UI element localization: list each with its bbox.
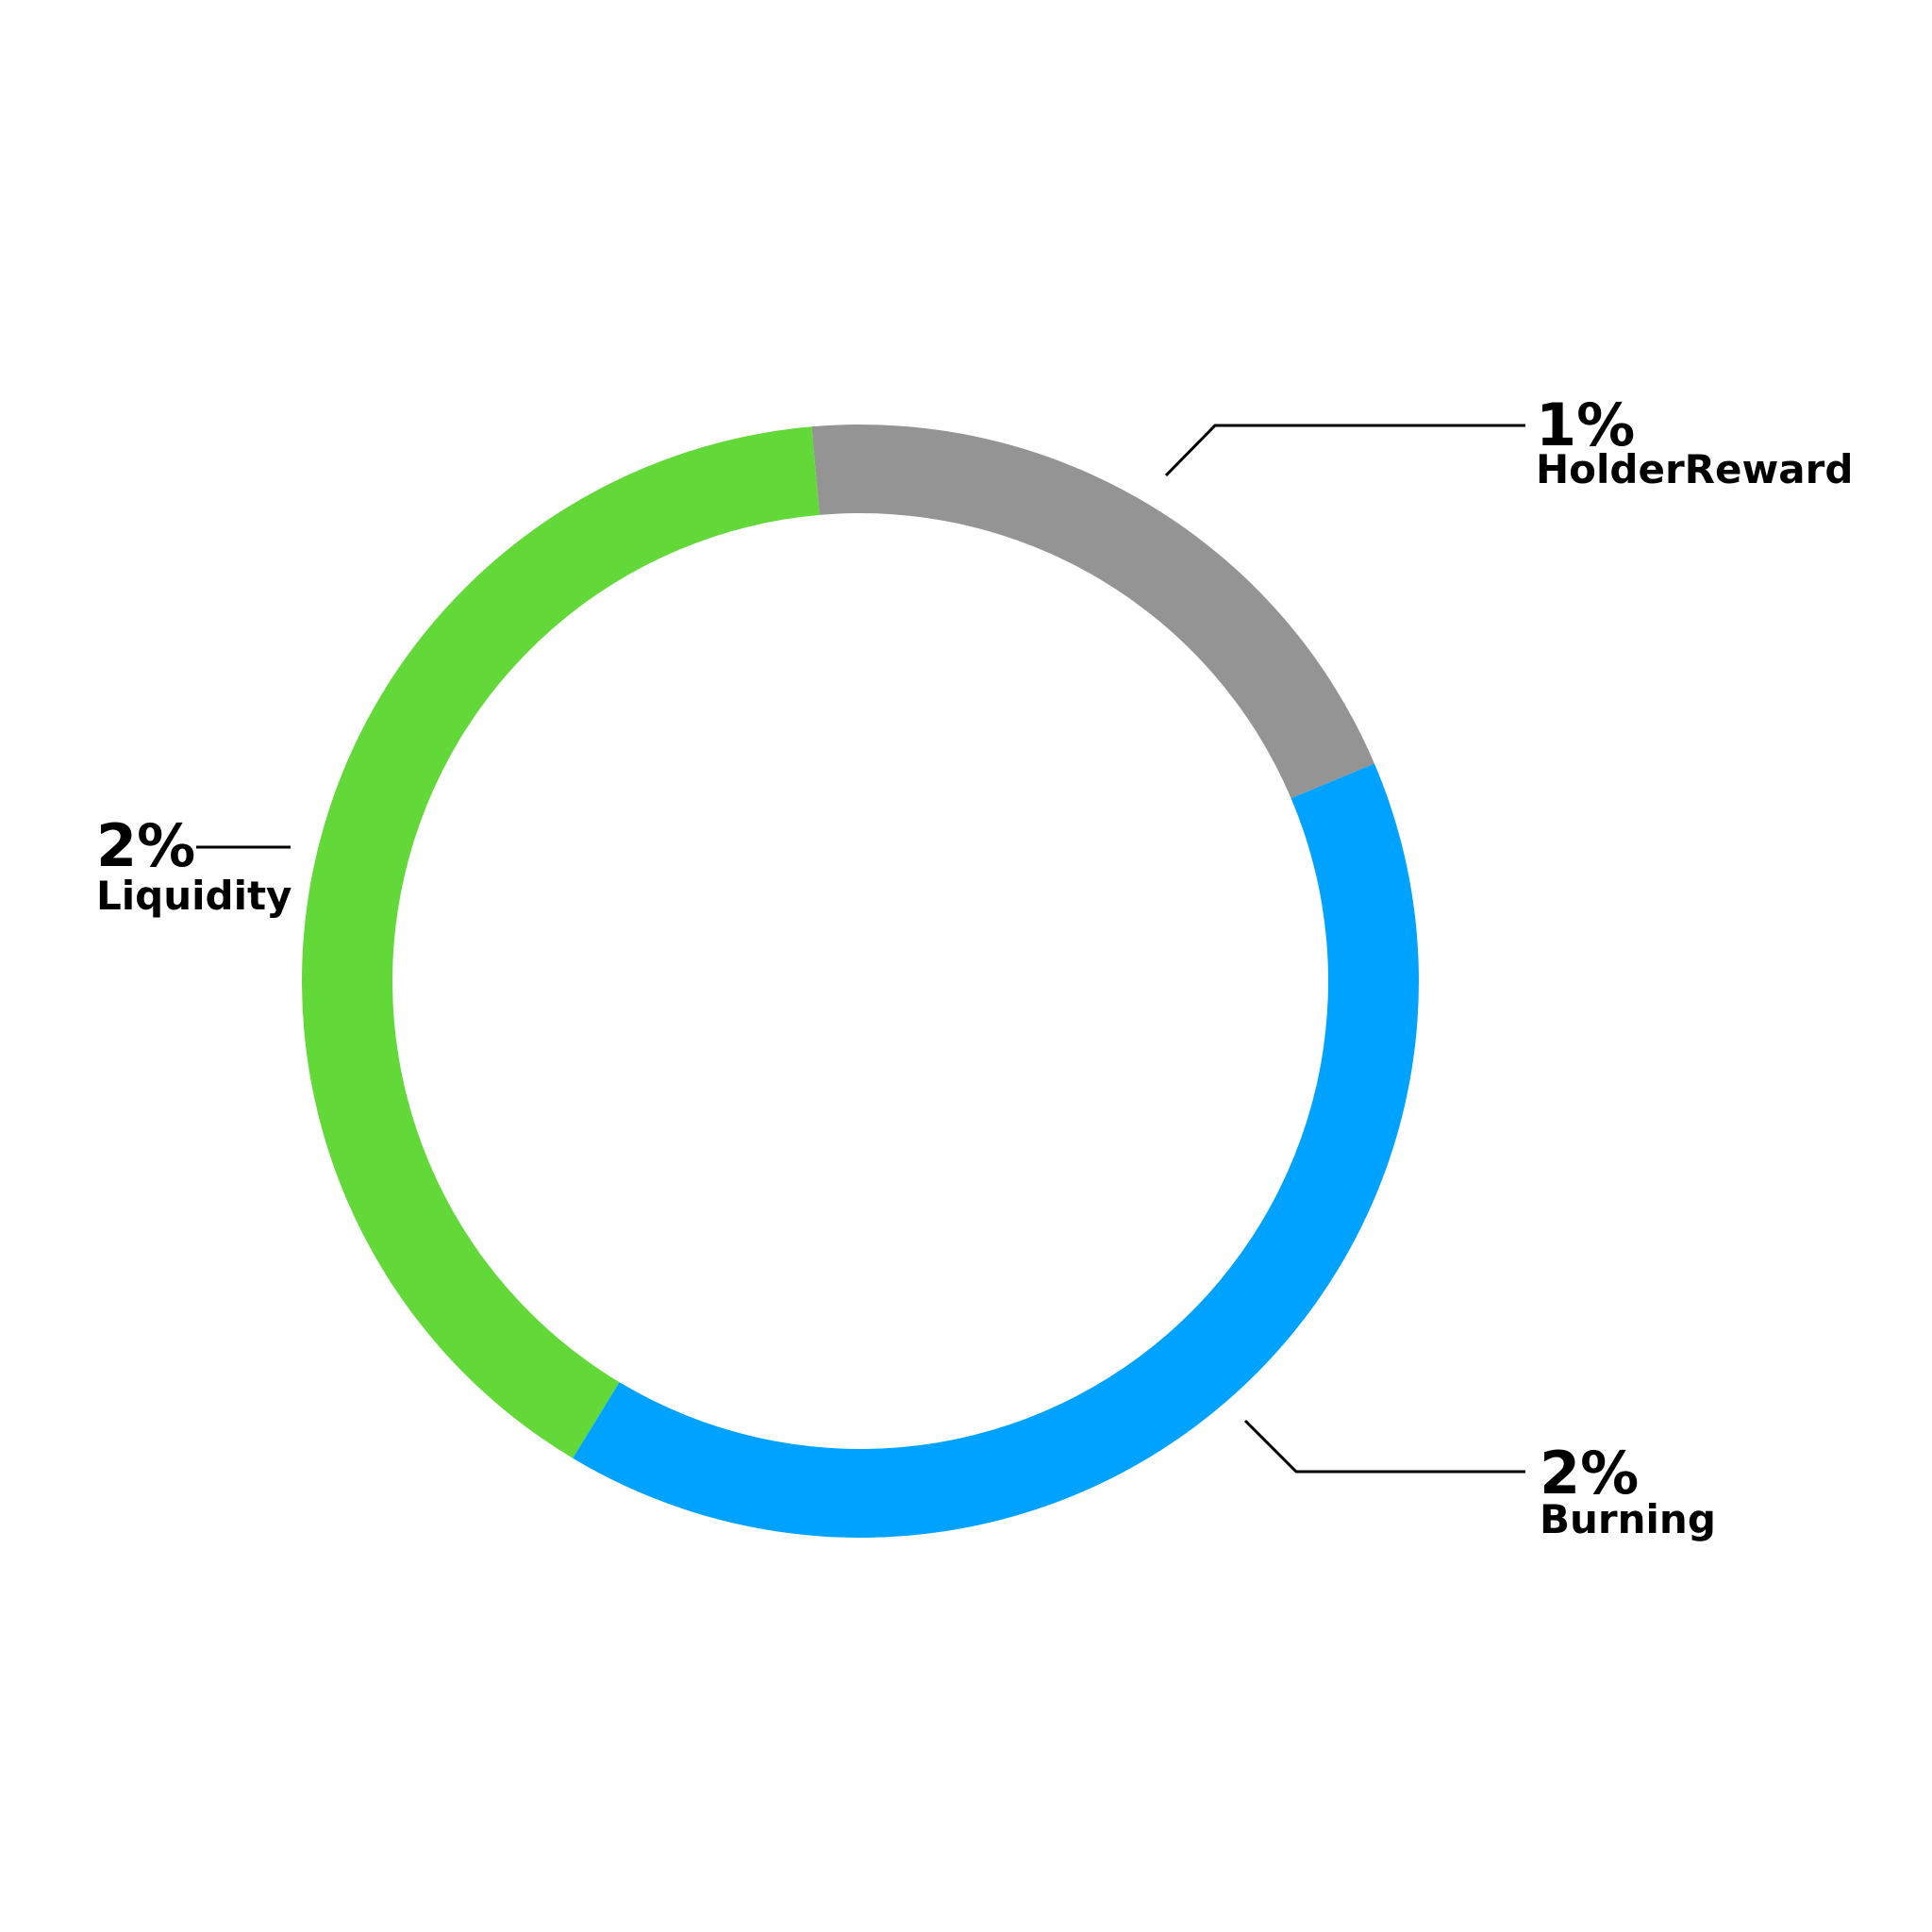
slice-label-liquidity: Liquidity [96, 873, 291, 919]
slice-liquidity [302, 426, 820, 1458]
slice-label-holderreward: HolderReward [1536, 446, 1853, 492]
slice-burning [573, 763, 1420, 1538]
slice-holderreward [811, 425, 1374, 799]
slice-value-liquidity: 2% [96, 811, 195, 880]
label-burning: 2% Burning [1243, 1419, 1716, 1542]
leader-line-burning [1243, 1419, 1525, 1474]
slices-group [302, 425, 1420, 1538]
leader-line-holderreward [1164, 424, 1525, 477]
slice-label-burning: Burning [1540, 1496, 1716, 1542]
label-liquidity: 2% Liquidity [96, 811, 291, 919]
slice-value-burning: 2% [1540, 1439, 1639, 1507]
slice-value-holderreward: 1% [1536, 391, 1635, 459]
label-holderreward: 1% HolderReward [1164, 391, 1853, 492]
